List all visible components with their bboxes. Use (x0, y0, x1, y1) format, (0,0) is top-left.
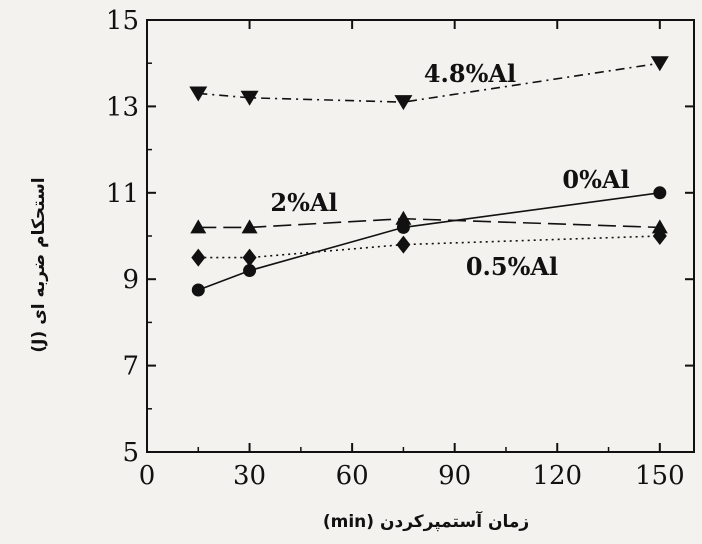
x-tick-label: 0 (139, 461, 156, 491)
x-tick-label: 150 (635, 461, 685, 491)
data-point-circle (653, 186, 667, 200)
data-point-triangle-down (394, 95, 413, 111)
x-tick-label: 90 (438, 461, 471, 491)
series-label-0: 4.8%Al (424, 59, 516, 88)
y-tick-label: 13 (106, 92, 139, 122)
plot-frame (146, 19, 695, 453)
data-point-circle (243, 264, 257, 278)
x-tick-label: 60 (336, 461, 369, 491)
series-line-0 (198, 62, 660, 103)
data-point-triangle-down (240, 90, 259, 106)
y-tick-label: 9 (122, 265, 139, 295)
series-labels: 4.8%Al 2%Al 0%Al 0.5%Al (270, 59, 629, 281)
series-label-2: 0%Al (562, 165, 629, 194)
data-point-triangle-up (190, 219, 207, 234)
x-tick-label: 120 (532, 461, 582, 491)
series-line-3 (198, 235, 660, 259)
x-tick-label: 30 (233, 461, 266, 491)
series-layer (189, 56, 669, 297)
x-axis-title: زمان آستمپرکردن (min) (323, 510, 529, 532)
data-point-triangle-up (395, 210, 412, 225)
data-point-diamond (242, 248, 257, 267)
y-tick-label: 15 (106, 6, 139, 36)
data-point-diamond (396, 235, 411, 254)
series-line-2 (198, 192, 660, 291)
data-point-diamond (191, 248, 206, 267)
data-point-triangle-up (241, 219, 258, 234)
data-point-triangle-down (650, 56, 669, 72)
data-point-diamond (652, 227, 667, 245)
data-point-circle (396, 220, 410, 234)
y-axis-title: استحکام ضربه ای (J) (29, 177, 49, 352)
plot-border (146, 19, 695, 453)
axis-ticks: 0 30 60 90 120 150 5 7 9 11 13 15 (106, 6, 694, 491)
data-point-triangle-up (651, 219, 668, 234)
series-label-3: 0.5%Al (466, 252, 558, 281)
y-tick-label: 5 (122, 438, 139, 468)
data-point-circle (191, 283, 205, 297)
series-line-1 (198, 217, 660, 229)
y-tick-label: 11 (106, 179, 139, 209)
y-tick-label: 7 (122, 352, 139, 382)
series-label-1: 2%Al (270, 188, 337, 217)
data-point-triangle-down (189, 86, 208, 102)
